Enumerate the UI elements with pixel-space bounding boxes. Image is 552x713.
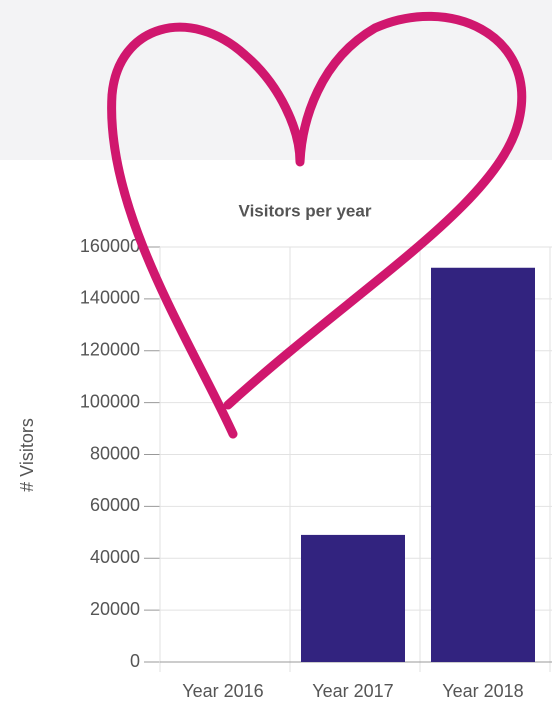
- bar: [301, 534, 405, 662]
- header-background: [0, 0, 552, 160]
- x-tick-label: Year 2017: [312, 681, 393, 701]
- y-tick-label: 140000: [80, 288, 140, 308]
- x-tick-label: Year 2018: [442, 681, 523, 701]
- marks: [301, 267, 535, 662]
- chart-title: Visitors per year: [239, 201, 372, 220]
- bar: [431, 267, 535, 662]
- heart-doodle: [107, 11, 527, 439]
- y-tick-label: 60000: [90, 495, 140, 515]
- y-tick-label: 160000: [80, 236, 140, 256]
- y-tick-label: 80000: [90, 443, 140, 463]
- y-tick-label: 20000: [90, 599, 140, 619]
- y-axis-label: # Visitors: [17, 418, 37, 492]
- y-tick-label: 100000: [80, 391, 140, 411]
- x-tick-label: Year 2016: [182, 681, 263, 701]
- y-tick-label: 0: [130, 651, 140, 671]
- y-tick-label: 120000: [80, 340, 140, 360]
- y-tick-label: 40000: [90, 547, 140, 567]
